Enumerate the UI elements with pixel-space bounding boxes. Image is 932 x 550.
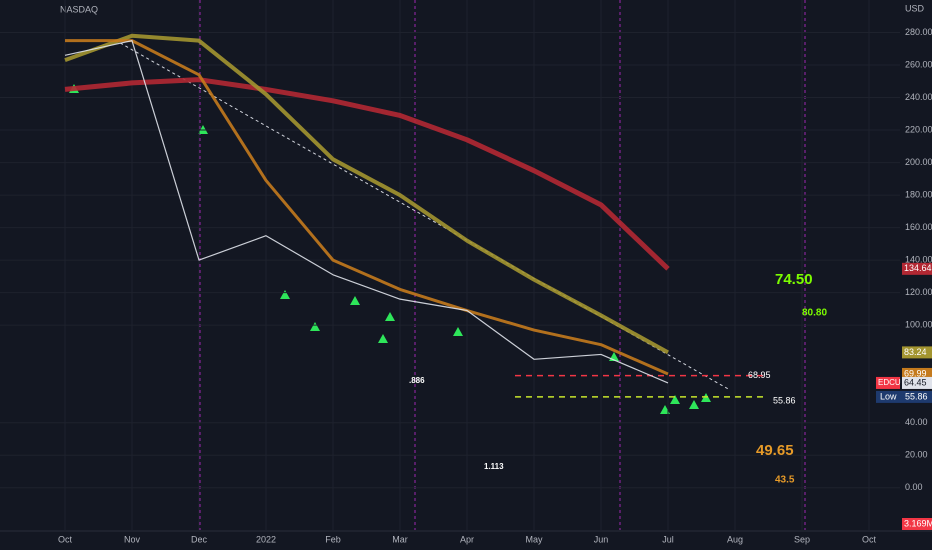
price-tag <box>902 262 932 275</box>
symbol-tag-label: EDCU <box>878 378 901 387</box>
signal <box>280 290 290 299</box>
level-label: 68.95 <box>748 370 771 380</box>
signal <box>385 312 395 321</box>
y-tick-label: 140.00 <box>905 254 932 264</box>
x-tick-label: Aug <box>727 534 743 544</box>
level-label: 55.86 <box>773 395 796 405</box>
volume-tag-label: 3.169M <box>904 518 932 528</box>
low-tag-value: 55.86 <box>905 391 928 401</box>
price-tag-label: 83.24 <box>904 347 927 357</box>
signal <box>689 400 699 409</box>
price-tag-label: 64.45 <box>904 377 927 387</box>
annotation: 1.113 <box>484 462 504 471</box>
x-tick-label: Oct <box>58 534 73 544</box>
y-tick-label: 220.00 <box>905 124 932 134</box>
x-tick-label: Dec <box>191 534 208 544</box>
annotation: 74.50 <box>775 271 813 288</box>
y-tick-label: 0.00 <box>905 482 923 492</box>
y-tick-label: 120.00 <box>905 287 932 297</box>
earnings-markers <box>199 0 806 530</box>
signal <box>350 296 360 305</box>
signal <box>198 125 208 134</box>
series-line <box>65 39 669 376</box>
signal <box>453 327 463 336</box>
signal <box>670 395 680 404</box>
y-tick-label: 20.00 <box>905 450 928 460</box>
low-tag-label: Low <box>880 391 897 401</box>
annotation: 49.65 <box>756 442 794 459</box>
exchange: NASDAQ <box>60 4 98 14</box>
x-tick-label: Nov <box>124 534 141 544</box>
x-tick-label: Sep <box>794 534 810 544</box>
annotation: .886 <box>409 376 425 385</box>
signal <box>378 334 388 343</box>
x-tick-label: May <box>525 534 543 544</box>
y-tick-label: 100.00 <box>905 320 932 330</box>
price-axis <box>900 0 932 550</box>
low-tag <box>876 390 932 403</box>
y-tick-label: 260.00 <box>905 59 932 69</box>
y-tick-label: 240.00 <box>905 92 932 102</box>
price-tag <box>902 367 932 380</box>
price-tag <box>902 376 932 389</box>
price-tag <box>902 346 932 359</box>
x-tick-label: Apr <box>460 534 474 544</box>
y-tick-label: 200.00 <box>905 157 932 167</box>
symbol-tag <box>876 376 900 389</box>
y-tick-label: 40.00 <box>905 417 928 427</box>
annotation: 80.80 <box>802 308 827 319</box>
x-tick-label: 2022 <box>256 534 276 544</box>
x-tick-label: Oct <box>862 534 877 544</box>
x-tick-label: Mar <box>392 534 408 544</box>
volume-tag <box>902 518 932 530</box>
series-line <box>64 40 669 384</box>
annotation: 43.5 <box>775 475 795 486</box>
x-tick-label: Jul <box>662 534 674 544</box>
currency: USD <box>905 3 925 13</box>
y-tick-label: 160.00 <box>905 222 932 232</box>
series-line <box>64 77 670 271</box>
series-line <box>64 33 669 355</box>
x-tick-label: Feb <box>325 534 341 544</box>
y-tick-label: 180.00 <box>905 189 932 199</box>
price-tag-label: 134.64 <box>904 263 932 273</box>
signal <box>310 322 320 331</box>
x-tick-label: Jun <box>594 534 609 544</box>
y-tick-label: 280.00 <box>905 27 932 37</box>
price-tag-label: 69.99 <box>904 368 927 378</box>
